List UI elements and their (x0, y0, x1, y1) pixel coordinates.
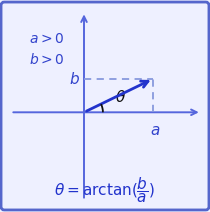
Text: $a>0$: $a>0$ (29, 32, 65, 46)
Text: $\theta$: $\theta$ (115, 89, 126, 105)
Text: $b>0$: $b>0$ (29, 52, 65, 67)
Text: $\theta = \mathrm{arctan}(\dfrac{b}{a})$: $\theta = \mathrm{arctan}(\dfrac{b}{a})$ (54, 175, 156, 205)
Text: $b$: $b$ (69, 71, 80, 87)
Text: $a$: $a$ (150, 124, 161, 138)
FancyBboxPatch shape (1, 2, 209, 210)
